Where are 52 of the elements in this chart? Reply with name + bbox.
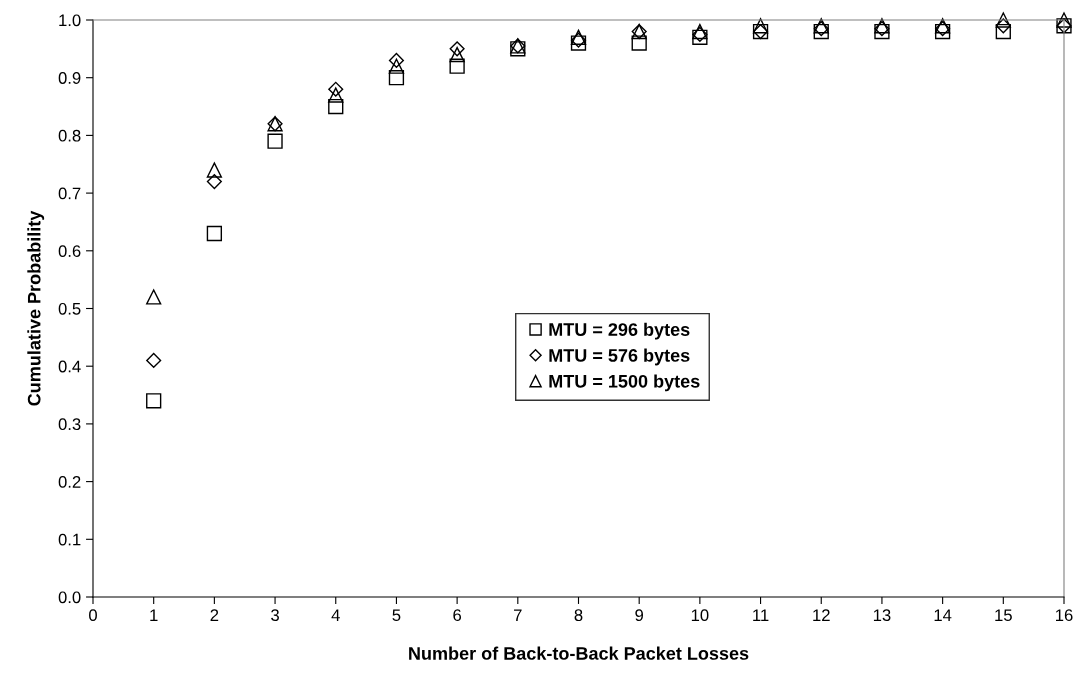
y-tick-label: 1.0 [59,14,81,27]
point [449,58,465,74]
point [328,87,344,103]
point [328,98,344,115]
x-tick-label: 6 [453,609,462,622]
point [449,41,465,57]
x-tick-label: 13 [873,609,891,622]
x-tick-label: 11 [753,609,769,621]
point [267,133,283,149]
x-tick-label: 5 [392,609,401,622]
point [388,70,405,86]
x-tick-label: 16 [1056,609,1073,622]
point [146,352,162,369]
y-tick-label: 0.5 [58,302,81,315]
y-tick-label: 0.1 [58,533,81,546]
point [146,393,162,409]
y-tick-label: 0.2 [58,476,81,488]
point [206,162,223,178]
legend-label: MTU = 296 bytes [549,322,690,340]
y-tick-label: 0.7 [58,187,81,200]
y-tick-label: 0.0 [58,591,81,604]
point [631,35,647,51]
legend-label: MTU = 1500 bytes [549,374,700,392]
x-tick-label: 10 [691,609,709,622]
x-tick-label: 0 [89,609,97,622]
y-axis-title: Cumulative Probability [27,210,45,406]
x-tick-label: 7 [514,609,522,621]
x-tick-label: 14 [934,609,952,621]
x-tick-label: 9 [635,609,644,622]
x-tick-label: 1 [150,609,158,621]
point [206,173,222,190]
legend-label: MTU = 576 bytes [549,348,690,366]
point [328,81,344,97]
y-tick-label: 0.3 [58,418,81,431]
x-axis-title: Number of Back-to-Back Packet Losses [409,646,749,660]
x-tick-label: 15 [995,609,1012,622]
point [206,225,223,242]
x-tick-label: 8 [574,609,583,622]
x-tick-label: 3 [271,609,279,622]
x-tick-label: 2 [210,609,219,621]
y-tick-label: 0.8 [58,129,81,142]
point [388,58,405,74]
point [388,52,405,68]
point [995,23,1011,40]
y-tick-label: 0.6 [58,245,81,257]
y-tick-label: 0.4 [58,360,81,373]
point [449,46,465,63]
point [1056,12,1072,28]
x-tick-label: 4 [331,609,340,621]
y-tick-label: 0.9 [58,72,81,84]
x-tick-label: 12 [813,609,830,621]
point [146,289,162,305]
